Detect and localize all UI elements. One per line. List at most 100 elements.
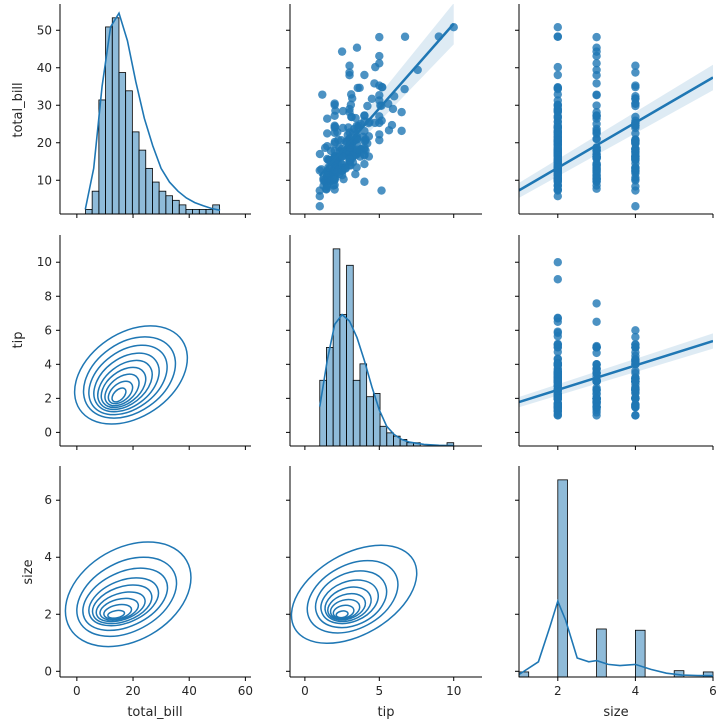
histogram-bar [91,190,100,215]
kde-contour [332,604,355,620]
kde-contour [107,609,126,619]
scatter-point [344,123,353,132]
scatter-point [631,136,640,146]
scatter-point [592,107,601,117]
scatter-point [375,130,384,139]
y-tick-label: 40 [37,61,52,75]
scatter-point [337,47,347,56]
kde-contour [327,592,367,621]
panel-tip-vs-size [515,235,714,450]
scatter-point [631,411,640,420]
scatter-point [592,398,601,407]
y-tick-label: 10 [37,173,52,187]
scatter-point [592,126,601,136]
scatter-point [553,70,562,80]
kde-contour [306,559,399,634]
kde-contour [64,541,192,648]
histogram-bar [178,204,187,215]
scatter-point [592,360,601,369]
histogram-bar [111,17,120,215]
histogram-bar [145,167,153,215]
scatter-layer [519,23,713,211]
scatter-point [631,403,640,412]
scatter-point [553,317,562,326]
scatter-point [553,32,562,41]
scatter-point [388,104,398,114]
scatter-point [553,394,562,403]
scatter-point [631,163,640,172]
kde-contour [335,610,349,619]
scatter-point [330,128,339,137]
scatter-point [397,126,406,136]
histogram-bar [366,396,374,447]
scatter-point [375,32,384,42]
histogram-bar [131,131,140,215]
histogram-bar [339,314,347,447]
scatter-point [592,181,601,190]
histogram-bar [165,195,173,215]
scatter-point [360,177,369,186]
scatter-point [345,155,354,164]
scatter-point [631,61,640,70]
scatter-point [322,184,331,193]
histogram-bar [352,379,361,447]
y-tick-label: 2 [44,391,52,405]
scatter-point [553,104,562,114]
scatter-point [631,82,640,92]
y-tick-label: 30 [37,98,52,112]
x-tick-label: 60 [238,684,253,698]
y-tick-label: 2 [44,607,52,621]
scatter-point [346,90,356,99]
scatter-point [553,111,562,121]
scatter-point [360,151,369,160]
histogram-bar [596,628,607,678]
scatter-point [553,275,562,284]
x-tick-label: 2 [554,684,562,698]
scatter-point [631,182,640,191]
kde-contour [95,591,146,623]
panel-total_bill-vs-size [515,4,714,218]
histogram-bar [85,209,93,215]
scatter-point [351,170,360,179]
scatter-point [592,299,601,308]
scatter-point [345,68,354,77]
scatter-point [338,106,348,116]
scatter-point [360,111,369,120]
kde-contour [314,570,388,629]
scatter-point [375,51,384,61]
histogram-bar [172,199,180,215]
kde-contour [324,586,372,623]
histogram-bar [346,264,354,447]
kde-contour [107,380,134,405]
panel-total_bill-vs-total_bill: 10 20 30 40 50 [37,4,251,218]
kde-contour [88,344,168,416]
y-tick-label: 50 [37,23,52,37]
scatter-point [553,175,562,185]
regression-line [519,76,713,192]
regression-line [519,339,713,404]
histogram-bar [332,248,341,447]
scatter-point [592,71,601,80]
regression-line [318,22,455,177]
panel-tip-vs-total_bill: 0 2 4 6 8 10 [37,235,251,450]
scatter-point [592,101,601,110]
scatter-point [553,370,562,379]
scatter-layer [315,4,458,211]
y-tick-label: 4 [44,357,52,371]
scatter-point [631,340,640,349]
scatter-point [400,84,409,94]
x-tick-label: 40 [182,684,197,698]
y-tick-label: 6 [44,493,52,507]
panel-tip-vs-tip [286,235,482,450]
scatter-point [319,175,328,185]
kde-contour [88,577,160,627]
y-tick-label: 10 [37,255,52,269]
histogram-bar [118,72,127,215]
scatter-point [345,61,354,70]
scatter-point [375,91,384,100]
panel-size-vs-total_bill: 0 20 40 60 0 2 4 6 [44,466,253,698]
scatter-point [315,149,325,159]
scatter-point [553,143,562,152]
histogram-bar [185,209,194,215]
scatter-point [553,128,562,137]
